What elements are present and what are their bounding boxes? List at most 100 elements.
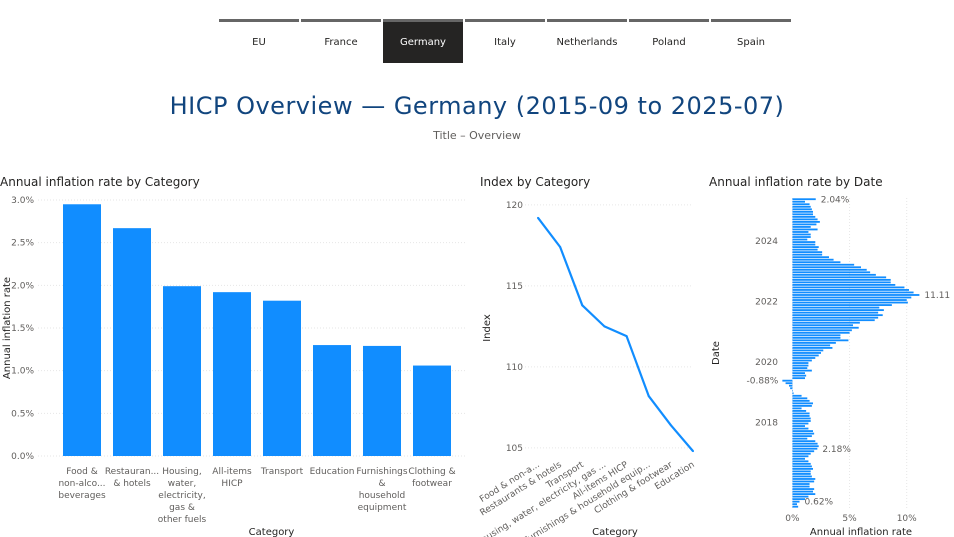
- bar: [363, 345, 401, 456]
- bar: [792, 319, 875, 322]
- x-tick-label: non-alco...: [58, 479, 105, 489]
- chart-title: Annual inflation rate by Date: [709, 175, 883, 189]
- bar: [792, 273, 876, 276]
- tab-italy[interactable]: Italy: [465, 19, 545, 63]
- tab-france[interactable]: France: [301, 19, 381, 63]
- x-axis-label: Category: [592, 527, 638, 537]
- tab-netherlands[interactable]: Netherlands: [547, 19, 627, 63]
- bar: [792, 442, 818, 445]
- bar-chart-inflation-by-date: Annual inflation rate by Date 0% 5% 10% 2018…: [709, 175, 950, 537]
- y-axis-label: Date: [711, 341, 722, 365]
- bar: [792, 210, 813, 213]
- bar: [782, 379, 793, 382]
- x-tick-label: household: [359, 491, 406, 501]
- bar: [792, 415, 810, 417]
- bar: [792, 377, 805, 380]
- bar: [792, 213, 813, 216]
- line-point: [581, 304, 584, 307]
- series-line: [537, 217, 694, 452]
- x-tick-label: electricity,: [158, 491, 205, 501]
- line-point: [692, 450, 694, 453]
- y-tick-label: 120: [506, 201, 523, 211]
- bar: [792, 402, 813, 405]
- bar: [792, 417, 811, 420]
- bar: [792, 462, 811, 465]
- bar: [789, 384, 793, 387]
- y-tick-label: 0.5%: [11, 409, 34, 419]
- y-tick-label: 1.5%: [11, 324, 34, 334]
- bar: [792, 261, 841, 264]
- x-tick-label: 0%: [785, 514, 800, 524]
- data-label: 2.04%: [821, 195, 850, 205]
- y-tick-label: 3.0%: [11, 196, 34, 206]
- bar: [792, 369, 812, 372]
- bar: [792, 364, 809, 367]
- bar: [792, 344, 831, 347]
- x-axis-label: Category: [249, 527, 295, 537]
- bar: [792, 488, 815, 490]
- y-tick-label: 2.5%: [11, 239, 34, 249]
- bar: [792, 253, 823, 256]
- bar: [792, 422, 809, 425]
- y-tick-label: 2018: [755, 418, 778, 428]
- bar: [792, 301, 908, 304]
- bar: [113, 228, 151, 456]
- data-label: 2.18%: [822, 445, 851, 455]
- bar: [792, 296, 912, 299]
- y-axis-label: Index: [482, 314, 493, 342]
- bar: [792, 372, 805, 375]
- x-tick-label: gas &: [169, 503, 195, 513]
- tab-germany[interactable]: Germany: [383, 19, 463, 63]
- bar: [792, 248, 818, 251]
- line-point: [669, 424, 672, 427]
- bar: [792, 289, 909, 291]
- bar: [792, 399, 810, 402]
- chart-title: Index by Category: [480, 175, 590, 189]
- x-tick-label: Education: [310, 467, 355, 477]
- bar: [792, 467, 813, 470]
- line-point: [625, 335, 628, 338]
- bar: [792, 268, 867, 271]
- y-tick-label: 2.0%: [11, 281, 34, 291]
- x-tick-label: Housing,: [162, 467, 201, 477]
- bar: [792, 475, 812, 478]
- bar: [792, 362, 809, 364]
- bar: [792, 357, 816, 359]
- bar: [792, 490, 813, 493]
- bar: [792, 304, 892, 306]
- bar: [792, 500, 800, 503]
- bar: [792, 198, 816, 201]
- bar: [792, 341, 836, 344]
- bar: [792, 220, 820, 223]
- bar: [792, 200, 805, 203]
- bar: [792, 410, 807, 412]
- x-tick-label: & hotels: [113, 479, 151, 489]
- bar: [792, 321, 860, 324]
- y-tick-label: 2020: [755, 358, 778, 368]
- bar: [792, 281, 891, 284]
- x-tick-label: 10%: [897, 514, 917, 524]
- tab-spain[interactable]: Spain: [711, 19, 791, 63]
- x-tick-label: Restauran...: [105, 467, 159, 477]
- bar: [792, 367, 808, 369]
- bar: [792, 407, 802, 410]
- bar: [792, 278, 891, 281]
- tab-poland[interactable]: Poland: [629, 19, 709, 63]
- bar: [792, 404, 812, 407]
- bar: [792, 314, 883, 317]
- bar: [792, 203, 810, 206]
- line-point: [537, 216, 539, 219]
- bar: [792, 251, 823, 254]
- bar: [792, 457, 805, 460]
- tab-eu[interactable]: EU: [219, 19, 299, 63]
- bar: [792, 286, 905, 289]
- bar: [792, 430, 813, 432]
- bar: [792, 374, 807, 377]
- bar: [792, 427, 809, 430]
- bar: [792, 440, 816, 443]
- data-label: -0.88%: [747, 377, 779, 387]
- bar: [792, 256, 829, 259]
- bar: [785, 382, 793, 385]
- bar: [790, 387, 793, 390]
